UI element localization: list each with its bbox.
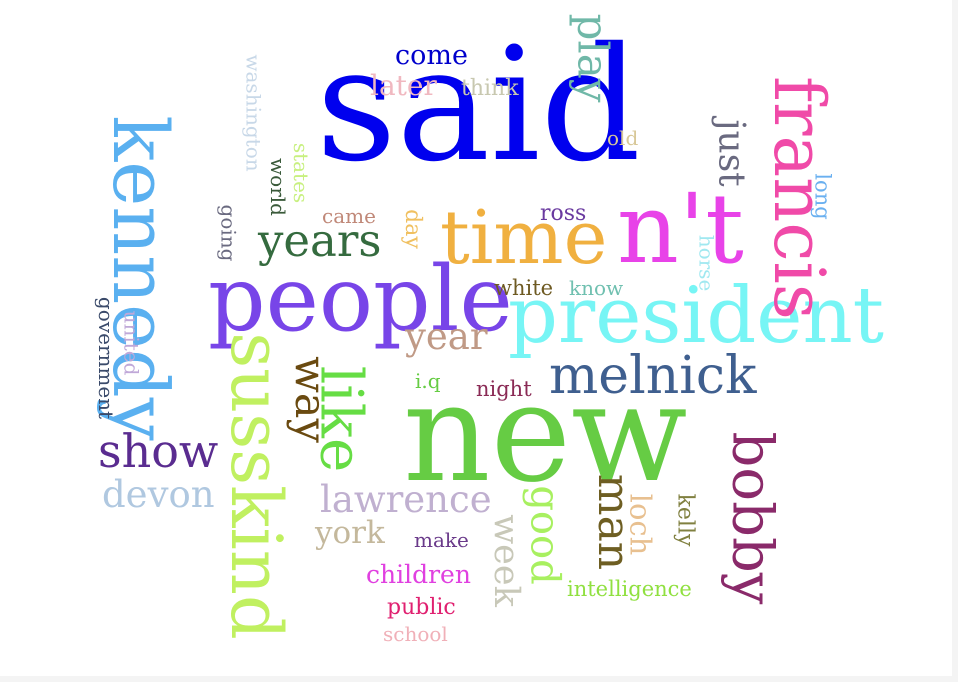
word-year: year	[405, 315, 488, 358]
word-said: said	[316, 14, 641, 197]
word-loch: loch	[623, 493, 658, 556]
word-devon: devon	[102, 473, 215, 516]
word-years: years	[258, 214, 382, 267]
word-way: way	[284, 356, 335, 443]
word-washington: washington	[241, 54, 266, 172]
word-united: united	[119, 310, 144, 376]
word-day: day	[399, 209, 425, 249]
word-iq: i.q	[415, 369, 441, 393]
word-york: york	[315, 515, 385, 551]
word-intelligence: intelligence	[567, 577, 692, 601]
word-bobby: bobby	[719, 431, 785, 605]
word-long: long	[810, 173, 835, 220]
word-children: children	[366, 560, 471, 589]
word-school: school	[383, 622, 448, 646]
word-play: play	[568, 13, 618, 103]
word-night: night	[476, 377, 532, 401]
word-horse: horse	[694, 234, 719, 292]
word-time: time	[440, 195, 608, 281]
word-show: show	[98, 424, 219, 478]
word-world: world	[265, 158, 290, 216]
word-came: came	[322, 204, 376, 228]
word-states: states	[289, 142, 314, 204]
word-going: going	[216, 204, 241, 262]
word-white: white	[494, 276, 554, 300]
word-just: just	[710, 119, 752, 187]
word-think: think	[461, 76, 519, 101]
word-come: come	[395, 40, 468, 71]
word-later: later	[370, 69, 437, 102]
word-lawrence: lawrence	[320, 478, 492, 521]
word-nt: n't	[617, 173, 744, 285]
word-good: good	[521, 485, 568, 585]
word-kelly: kelly	[672, 493, 698, 547]
word-old: old	[607, 126, 639, 150]
word-melnick: melnick	[549, 346, 757, 406]
word-ross: ross	[540, 201, 587, 226]
word-new: new	[403, 355, 688, 513]
word-make: make	[414, 528, 469, 552]
word-president: president	[508, 271, 885, 361]
word-government: government	[94, 296, 119, 420]
word-people: people	[208, 247, 513, 352]
word-know: know	[569, 276, 624, 300]
word-week: week	[485, 514, 526, 607]
word-susskind: susskind	[214, 332, 297, 640]
word-public: public	[387, 595, 456, 620]
